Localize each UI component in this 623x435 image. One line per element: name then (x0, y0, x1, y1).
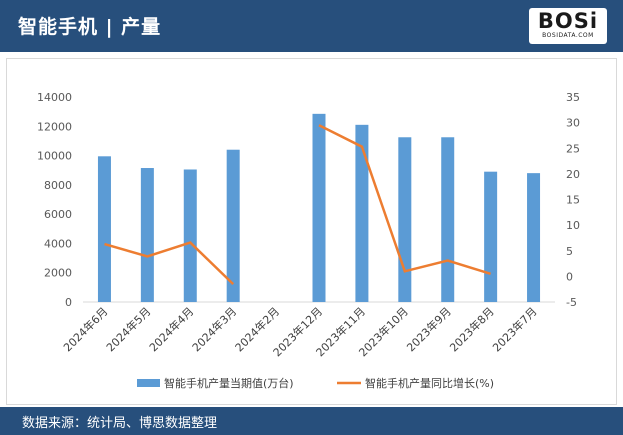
header-bar: 智能手机 | 产量 BOSi BOSIDATA.COM (0, 0, 623, 52)
x-tick-label: 2023年9月 (404, 304, 454, 354)
y-right-tick-label: 25 (566, 142, 580, 155)
y-left-tick-label: 4000 (44, 237, 72, 250)
bar-9 (484, 171, 498, 302)
y-left-tick-label: 8000 (44, 179, 72, 192)
growth-line-segment-1 (104, 241, 235, 285)
bar-3 (226, 149, 240, 302)
bar-series (97, 113, 541, 302)
y-left-tick-label: 12000 (37, 120, 72, 133)
legend-bar-swatch (137, 379, 160, 387)
y-right-tick-label: 20 (566, 168, 580, 181)
x-tick-label: 2023年8月 (447, 304, 497, 354)
brand-logo: BOSi BOSIDATA.COM (529, 8, 607, 44)
bar-7 (398, 137, 412, 302)
y-left-tick-label: 10000 (37, 150, 72, 163)
y-right-tick-label: 5 (566, 245, 573, 258)
growth-line-segment-2 (318, 124, 491, 275)
footer-bar: 数据来源：统计局、博思数据整理 (0, 407, 623, 435)
x-tick-label: 2024年3月 (189, 304, 239, 354)
bar-5 (312, 113, 326, 302)
bar-0 (97, 156, 111, 302)
y-right-tick-label: 0 (566, 270, 573, 283)
y-left-tick-label: 0 (65, 296, 72, 309)
y-left-tick-label: 14000 (37, 91, 72, 104)
y-right-tick-label: 35 (566, 91, 580, 104)
y-left-tick-label: 2000 (44, 267, 72, 280)
bar-2 (183, 169, 197, 302)
legend: 智能手机产量当期值(万台) 智能手机产量同比增长(%) (137, 376, 494, 390)
legend-bar-label: 智能手机产量当期值(万台) (164, 376, 294, 390)
y-right-axis: -5 0 5 10 15 20 25 30 35 (566, 91, 580, 309)
data-source-note: 数据来源：统计局、博思数据整理 (22, 416, 218, 431)
x-tick-label: 2024年4月 (146, 304, 196, 354)
x-tick-label: 2023年7月 (489, 304, 539, 354)
bar-1 (140, 168, 154, 302)
page-title: 智能手机 | 产量 (18, 16, 162, 38)
y-left-axis: 0 2000 4000 6000 8000 10000 12000 14000 (37, 91, 72, 309)
logo-sub-text: BOSIDATA.COM (542, 32, 594, 39)
y-left-tick-label: 6000 (44, 208, 72, 221)
x-axis-labels: 2024年6月2024年5月2024年4月2024年3月2024年2月2023年… (60, 304, 539, 359)
bar-8 (441, 137, 455, 302)
y-right-tick-label: -5 (566, 296, 577, 309)
y-right-tick-label: 30 (566, 117, 580, 130)
logo-main-text: BOSi (537, 9, 599, 33)
legend-line-label: 智能手机产量同比增长(%) (365, 376, 494, 390)
y-right-tick-label: 15 (566, 194, 580, 207)
y-right-tick-label: 10 (566, 219, 580, 232)
x-tick-label: 2024年6月 (60, 304, 110, 354)
bar-10 (527, 173, 541, 302)
bar-6 (355, 124, 369, 302)
x-tick-label: 2024年5月 (103, 304, 153, 354)
